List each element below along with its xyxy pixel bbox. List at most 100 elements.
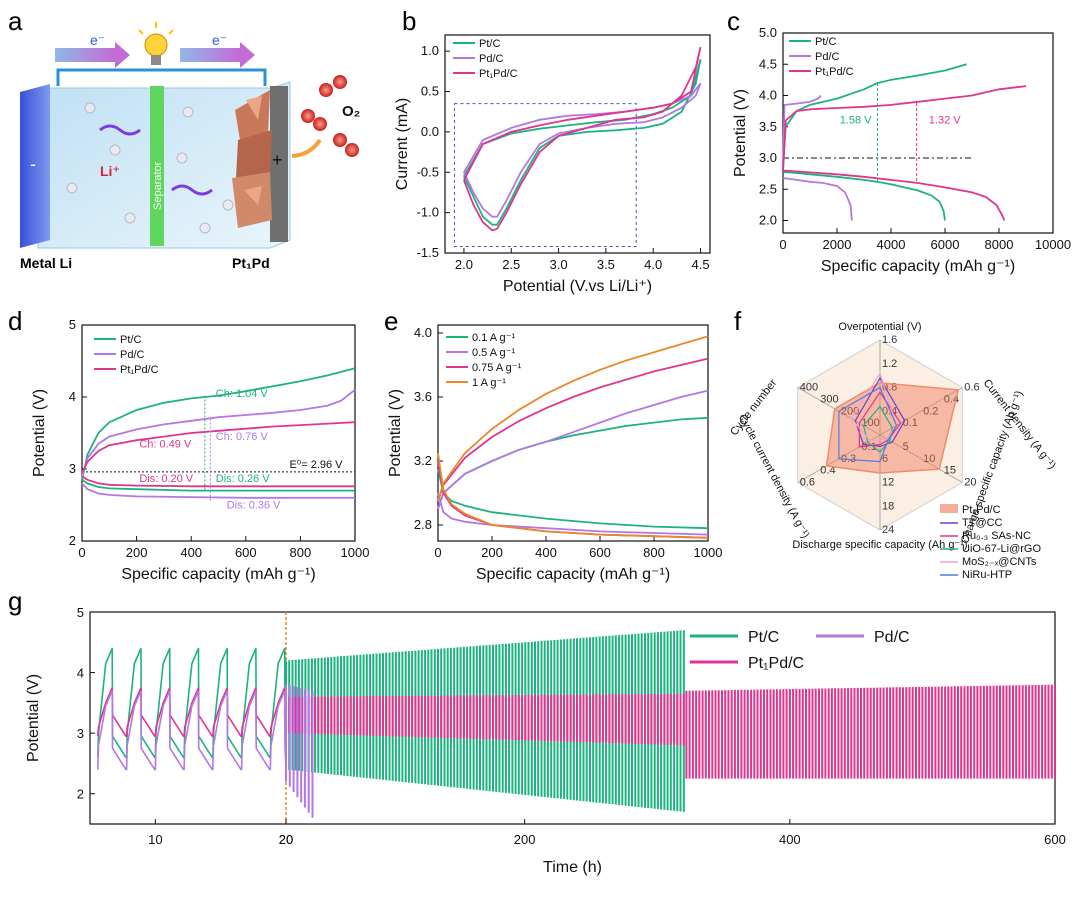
o2-flow-arrow xyxy=(291,138,322,158)
b-legend-entry: Pd/C xyxy=(479,53,504,65)
g-x-tick-label: 10 xyxy=(148,832,162,847)
e-x-tick-label: 1000 xyxy=(694,545,723,560)
f-legend-entry: TT@CC xyxy=(962,517,1003,529)
d-annotation: Dis: 0.36 V xyxy=(227,500,281,512)
c-x-tick-label: 0 xyxy=(779,237,786,252)
d-x-tick-label: 1000 xyxy=(341,545,370,560)
g-y-tick-label: 5 xyxy=(77,605,84,620)
f-radar-tick-label: 0.1 xyxy=(903,417,918,429)
f-radar-series xyxy=(838,386,898,463)
c-x-tick-label: 2000 xyxy=(823,237,852,252)
f-radar-tick-label: 0.1 xyxy=(861,441,876,453)
e-charge-line xyxy=(437,357,709,502)
f-radar-tick-label: 1.2 xyxy=(882,358,897,370)
electron-label-2: e⁻ xyxy=(212,32,227,48)
d-x-tick-label: 800 xyxy=(290,545,312,560)
g-series-pt1pd-right xyxy=(685,684,1056,779)
f-radar-tick-label: 1.6 xyxy=(882,334,897,346)
d-reference-label: E⁰= 2.96 V xyxy=(289,459,343,471)
e-y-tick-label: 2.8 xyxy=(414,517,432,532)
electron-arrow-left xyxy=(55,42,130,68)
f-radar-tick-label: 200 xyxy=(841,405,859,417)
c-legend-entry: Pd/C xyxy=(815,51,840,63)
g-x-tick-label: 200 xyxy=(514,832,536,847)
pt1pd-cathode xyxy=(232,86,288,242)
c-y-tick-label: 4.5 xyxy=(759,56,777,71)
g-legend-entry: Pt/C xyxy=(748,629,779,646)
c-x-tick-label: 4000 xyxy=(877,237,906,252)
g-series-pt1pd-left xyxy=(97,687,287,737)
f-radar-tick-label: 0.2 xyxy=(923,405,938,417)
f-radar-tick-label: 400 xyxy=(800,382,818,394)
c-y-tick-label: 2.0 xyxy=(759,213,777,228)
d-discharge-line xyxy=(81,479,355,492)
e-charge-line xyxy=(437,389,709,510)
b-y-tick-label: 1.0 xyxy=(421,43,439,58)
e-y-tick-label: 3.2 xyxy=(414,453,432,468)
electron-label: e⁻ xyxy=(90,32,105,48)
f-radar-tick-label: 0.6 xyxy=(800,477,815,489)
f-radar-tick-label: 0.4 xyxy=(820,465,835,477)
f-radar-axis-label: Overpotential (V) xyxy=(838,321,921,333)
f-radar-axis xyxy=(879,434,963,483)
d-charge-line xyxy=(81,389,356,477)
electron-arrow-right xyxy=(180,42,255,68)
d-annotation: Dis: 0.26 V xyxy=(216,473,270,485)
b-y-tick-label: 0.0 xyxy=(421,124,439,139)
g-legend-entry: Pt₁Pd/C xyxy=(748,655,804,672)
b-series-line xyxy=(463,58,702,226)
b-zoom-box xyxy=(453,103,637,248)
b-series-line xyxy=(463,46,702,232)
f-radar-axis-label: Discharge specific capacity (Ah g⁻¹) xyxy=(792,539,967,551)
o2-molecules xyxy=(301,75,359,157)
f-radar-series xyxy=(858,391,902,448)
d-legend-entry: Pd/C xyxy=(120,349,145,361)
c-charge-line xyxy=(782,94,822,171)
g-y-tick-label: 3 xyxy=(77,726,84,741)
d-x-tick-label: 600 xyxy=(235,545,257,560)
o2-label: O₂ xyxy=(342,103,360,120)
g-y-axis-label: Potential (V) xyxy=(25,674,42,762)
panel-a: a e⁻ e⁻ - Separator xyxy=(8,6,360,271)
d-x-tick-label: 400 xyxy=(180,545,202,560)
d-charge-line xyxy=(81,367,356,480)
li-metal-anode xyxy=(20,84,50,248)
ion-flow-arrow-2 xyxy=(171,184,213,196)
c-y-tick-label: 3.5 xyxy=(759,119,777,134)
c-annotation: 1.32 V xyxy=(929,115,961,127)
li-ion-particles xyxy=(66,102,234,234)
b-legend-entry: Pt₁Pd/C xyxy=(479,68,518,80)
panel-e-rate-chart: 0 200 400 600 800 1000 2.8 3.2 3.6 4.0 Specific ca… xyxy=(387,324,723,583)
c-y-tick-label: 5.0 xyxy=(759,25,777,40)
d-y-tick-label: 5 xyxy=(69,317,76,332)
lightbulb-icon xyxy=(138,22,174,65)
g-series-pdc-left xyxy=(97,690,287,771)
g-x-tick-label-break: 20 xyxy=(279,832,293,847)
d-annotation: Dis: 0.20 V xyxy=(139,473,193,485)
b-legend-entry: Pt/C xyxy=(479,38,500,50)
c-y-axis-label: Potential (V) xyxy=(732,89,749,177)
panel-b-cv-chart: 2.0 2.5 3.0 3.5 4.0 4.5 1.0 0.5 0.0 -0.5 -1.0 -1.5 P… xyxy=(394,34,711,295)
c-legend-entry: Pt₁Pd/C xyxy=(815,66,854,78)
d-plot-frame xyxy=(81,324,356,542)
d-annotation: Ch: 0.76 V xyxy=(216,431,269,443)
f-radar-tick-label: 300 xyxy=(820,393,838,405)
ion-flow-arrow-1 xyxy=(99,124,141,136)
g-x-tick-label: 20 xyxy=(279,832,293,847)
panel-d-chart: 0 200 400 600 800 1000 2 3 4 5 Specific capacity (… xyxy=(31,317,369,583)
c-discharge-line xyxy=(782,170,946,221)
f-legend-entry: Pt₁Pd/C xyxy=(962,504,1001,516)
d-x-tick-label: 0 xyxy=(78,545,85,560)
panel-letter-b: b xyxy=(402,6,416,36)
f-legend-entry: MoS₂₋ₓ@CNTs xyxy=(962,556,1037,568)
f-legend-entry: NiRu-HTP xyxy=(962,569,1012,581)
e-legend-entry: 1 A g⁻¹ xyxy=(472,377,506,389)
e-plot-frame xyxy=(437,324,709,542)
d-y-tick-label: 2 xyxy=(69,533,76,548)
e-x-tick-label: 800 xyxy=(643,545,665,560)
c-y-tick-label: 4.0 xyxy=(759,88,777,103)
d-y-tick-label: 4 xyxy=(69,389,76,404)
c-x-axis-label: Specific capacity (mAh g⁻¹) xyxy=(821,258,1015,275)
c-y-tick-label: 2.5 xyxy=(759,181,777,196)
